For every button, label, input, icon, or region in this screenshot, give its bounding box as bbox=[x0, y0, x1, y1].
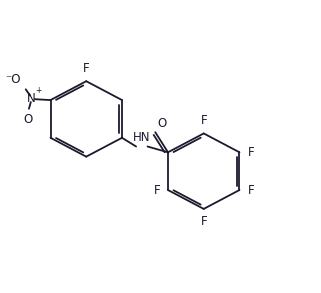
Text: O: O bbox=[24, 113, 33, 126]
Text: F: F bbox=[247, 183, 254, 197]
Text: F: F bbox=[153, 183, 160, 197]
Text: +: + bbox=[35, 86, 42, 95]
Text: F: F bbox=[83, 62, 90, 75]
Text: F: F bbox=[200, 114, 207, 127]
Text: N: N bbox=[27, 92, 36, 105]
Text: O: O bbox=[158, 117, 167, 130]
Text: F: F bbox=[200, 215, 207, 228]
Text: ⁻O: ⁻O bbox=[5, 73, 21, 86]
Text: F: F bbox=[247, 146, 254, 159]
Text: HN: HN bbox=[133, 131, 151, 144]
